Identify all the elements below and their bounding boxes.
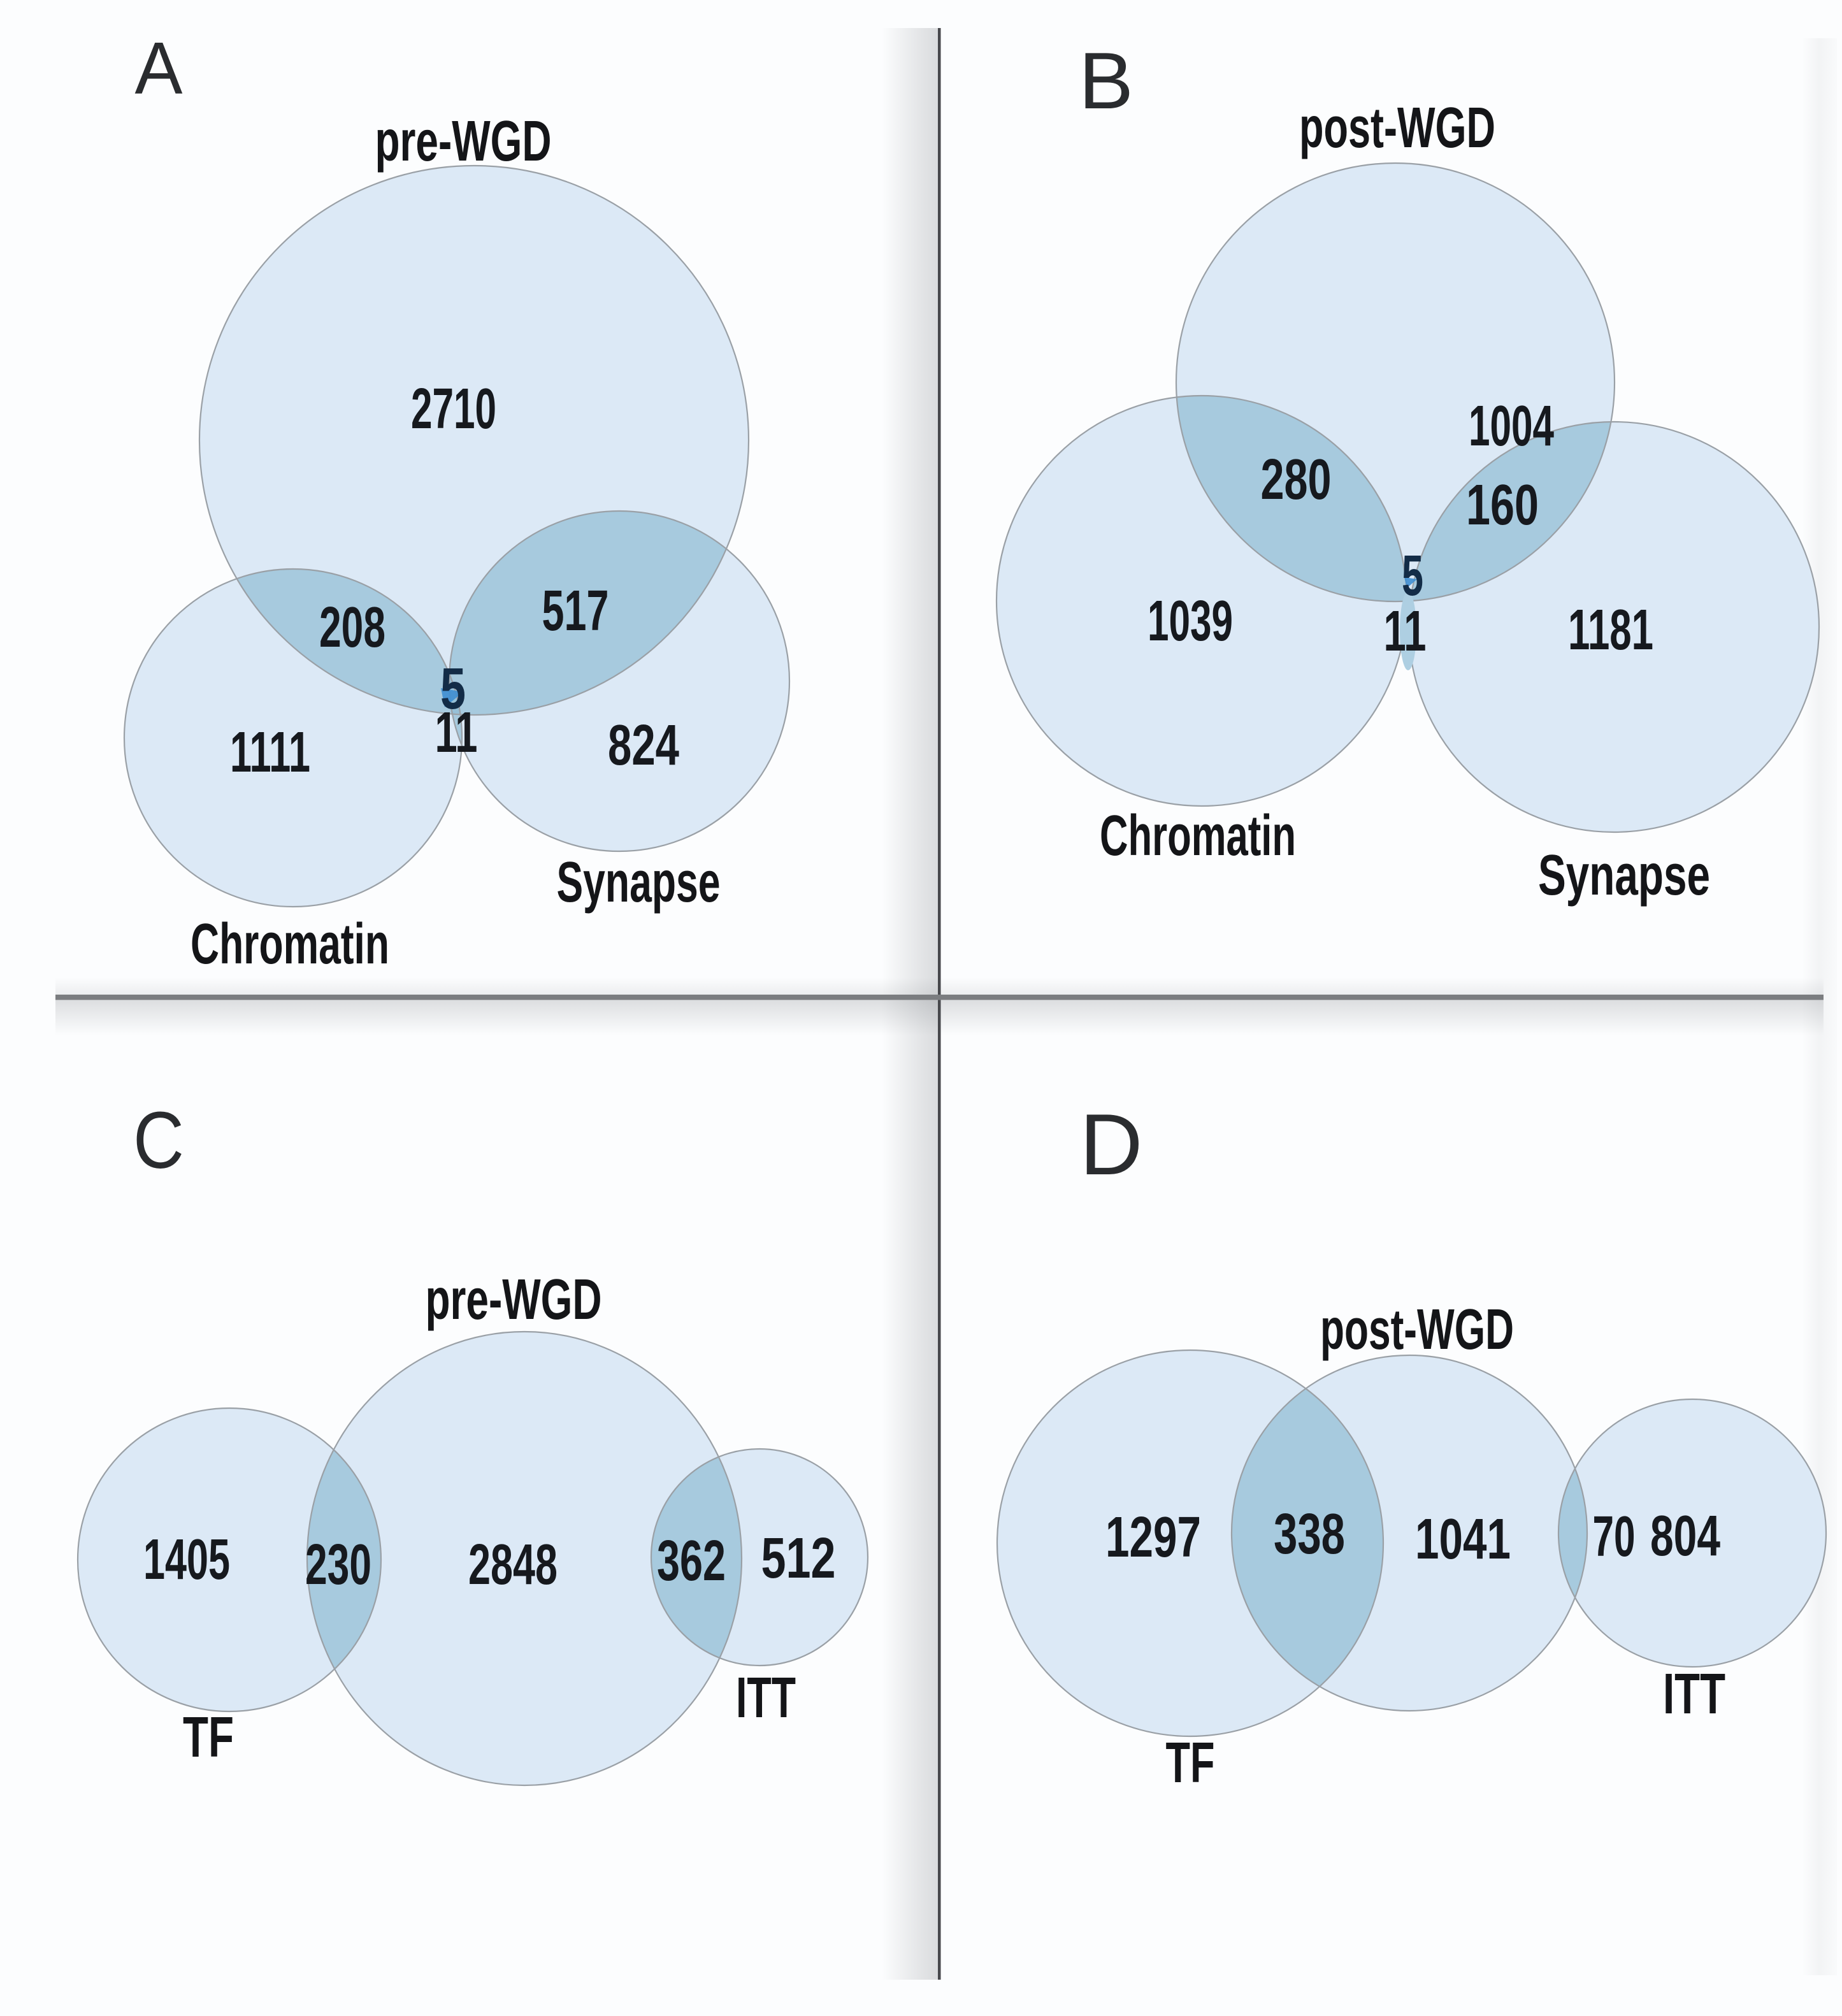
svg-text:1181: 1181 [1568,598,1653,662]
svg-text:517: 517 [542,579,609,643]
svg-text:208: 208 [319,596,385,659]
svg-text:D: D [1080,1096,1143,1193]
svg-text:1111: 1111 [230,721,310,784]
svg-text:1405: 1405 [143,1528,230,1592]
svg-text:A: A [135,27,183,110]
svg-text:2848: 2848 [468,1533,558,1597]
svg-text:post-WGD: post-WGD [1320,1298,1514,1362]
svg-text:Synapse: Synapse [1538,844,1710,907]
svg-text:TF: TF [183,1706,234,1769]
svg-text:1039: 1039 [1148,589,1233,653]
svg-text:230: 230 [305,1533,371,1597]
svg-text:C: C [133,1095,184,1185]
svg-text:5: 5 [1402,544,1423,608]
svg-text:1297: 1297 [1105,1506,1201,1569]
svg-text:post-WGD: post-WGD [1299,96,1495,160]
svg-text:ITT: ITT [1663,1662,1725,1726]
svg-text:11: 11 [1384,600,1427,663]
svg-text:11: 11 [435,701,478,765]
svg-text:362: 362 [657,1529,726,1593]
svg-text:ITT: ITT [736,1666,796,1730]
svg-text:Chromatin: Chromatin [191,912,389,976]
svg-text:804: 804 [1650,1504,1720,1568]
svg-text:70: 70 [1593,1505,1636,1569]
svg-text:338: 338 [1274,1502,1345,1566]
svg-text:2710: 2710 [411,377,496,441]
svg-text:pre-WGD: pre-WGD [375,110,552,173]
svg-text:1004: 1004 [1469,394,1554,458]
svg-text:pre-WGD: pre-WGD [426,1268,602,1332]
svg-text:160: 160 [1466,473,1539,537]
svg-text:1041: 1041 [1415,1508,1511,1571]
svg-text:824: 824 [608,714,679,777]
svg-text:B: B [1079,36,1133,126]
svg-text:Chromatin: Chromatin [1100,804,1296,868]
svg-text:Synapse: Synapse [557,851,721,914]
svg-text:TF: TF [1166,1731,1215,1795]
svg-text:5: 5 [440,656,466,721]
svg-text:280: 280 [1261,448,1332,512]
svg-text:512: 512 [761,1527,836,1590]
